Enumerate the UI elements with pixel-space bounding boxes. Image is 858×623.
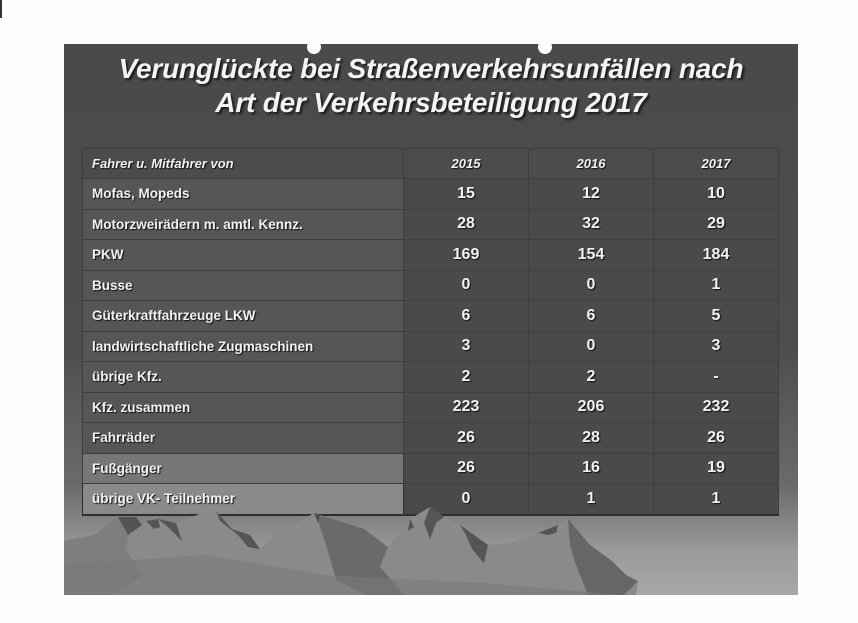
row-label: landwirtschaftliche Zugmaschinen — [82, 330, 404, 362]
cell-2016: 0 — [528, 330, 654, 362]
cell-2015: 0 — [403, 483, 529, 516]
header-year-2015: 2015 — [403, 148, 529, 179]
row-label: übrige Kfz. — [82, 361, 404, 393]
cell-2015: 223 — [403, 391, 529, 423]
table-row: landwirtschaftliche Zugmaschinen 3 0 3 — [82, 330, 779, 362]
cell-2016: 16 — [528, 452, 654, 484]
cell-2017: 1 — [653, 483, 779, 516]
cell-2016: 154 — [528, 239, 654, 271]
table-row: Fußgänger 26 16 19 — [82, 452, 779, 484]
cell-2015: 169 — [403, 239, 529, 271]
table-row: PKW 169 154 184 — [82, 239, 779, 271]
header-year-2017: 2017 — [653, 148, 779, 179]
cell-2017: 1 — [653, 269, 779, 301]
header-category: Fahrer u. Mitfahrer von — [82, 148, 404, 179]
cell-2017: 19 — [653, 452, 779, 484]
row-label: übrige VK- Teilnehmer — [82, 483, 404, 516]
cell-2017: 10 — [653, 178, 779, 210]
row-label: Mofas, Mopeds — [82, 178, 404, 210]
table-row: Mofas, Mopeds 15 12 10 — [82, 178, 779, 210]
title-line-2: Art der Verkehrsbeteiligung 2017 — [215, 87, 647, 118]
table-header-row: Fahrer u. Mitfahrer von 2015 2016 2017 — [82, 148, 779, 179]
row-label: PKW — [82, 239, 404, 271]
table-row: Güterkraftfahrzeuge LKW 6 6 5 — [82, 300, 779, 332]
cell-2015: 26 — [403, 422, 529, 454]
cell-2016: 206 — [528, 391, 654, 423]
cell-2017: 232 — [653, 391, 779, 423]
mountain-silhouette-icon — [64, 507, 638, 595]
cell-2017: 184 — [653, 239, 779, 271]
cell-2015: 28 — [403, 208, 529, 240]
scan-edge-mark — [0, 0, 2, 18]
cell-2015: 2 — [403, 361, 529, 393]
cell-2016: 28 — [528, 422, 654, 454]
table-row: übrige VK- Teilnehmer 0 1 1 — [82, 483, 779, 516]
cell-2015: 26 — [403, 452, 529, 484]
cell-2015: 3 — [403, 330, 529, 362]
table-row: Motorzweirädern m. amtl. Kennz. 28 32 29 — [82, 208, 779, 240]
punch-hole-right — [538, 44, 552, 54]
cell-2017: 29 — [653, 208, 779, 240]
cell-2015: 6 — [403, 300, 529, 332]
cell-2017: - — [653, 361, 779, 393]
row-label: Motorzweirädern m. amtl. Kennz. — [82, 208, 404, 240]
cell-2015: 0 — [403, 269, 529, 301]
row-label: Güterkraftfahrzeuge LKW — [82, 300, 404, 332]
punch-hole-left — [307, 44, 321, 54]
table-row: übrige Kfz. 2 2 - — [82, 361, 779, 393]
header-year-2016: 2016 — [528, 148, 654, 179]
row-label: Busse — [82, 269, 404, 301]
cell-2016: 32 — [528, 208, 654, 240]
cell-2017: 5 — [653, 300, 779, 332]
row-label: Fahrräder — [82, 422, 404, 454]
table-row: Fahrräder 26 28 26 — [82, 422, 779, 454]
row-label: Kfz. zusammen — [82, 391, 404, 423]
cell-2015: 15 — [403, 178, 529, 210]
cell-2016: 0 — [528, 269, 654, 301]
cell-2016: 2 — [528, 361, 654, 393]
row-label: Fußgänger — [82, 452, 404, 484]
accident-statistics-table: Fahrer u. Mitfahrer von 2015 2016 2017 M… — [82, 148, 779, 516]
calendar-panel: Verunglückte bei Straßenverkehrsunfällen… — [64, 44, 798, 595]
table-row-total: Kfz. zusammen 223 206 232 — [82, 391, 779, 423]
cell-2016: 6 — [528, 300, 654, 332]
page-title: Verunglückte bei Straßenverkehrsunfällen… — [64, 52, 798, 120]
cell-2017: 26 — [653, 422, 779, 454]
cell-2016: 1 — [528, 483, 654, 516]
table-row: Busse 0 0 1 — [82, 269, 779, 301]
title-line-1: Verunglückte bei Straßenverkehrsunfällen… — [118, 53, 744, 84]
cell-2017: 3 — [653, 330, 779, 362]
cell-2016: 12 — [528, 178, 654, 210]
